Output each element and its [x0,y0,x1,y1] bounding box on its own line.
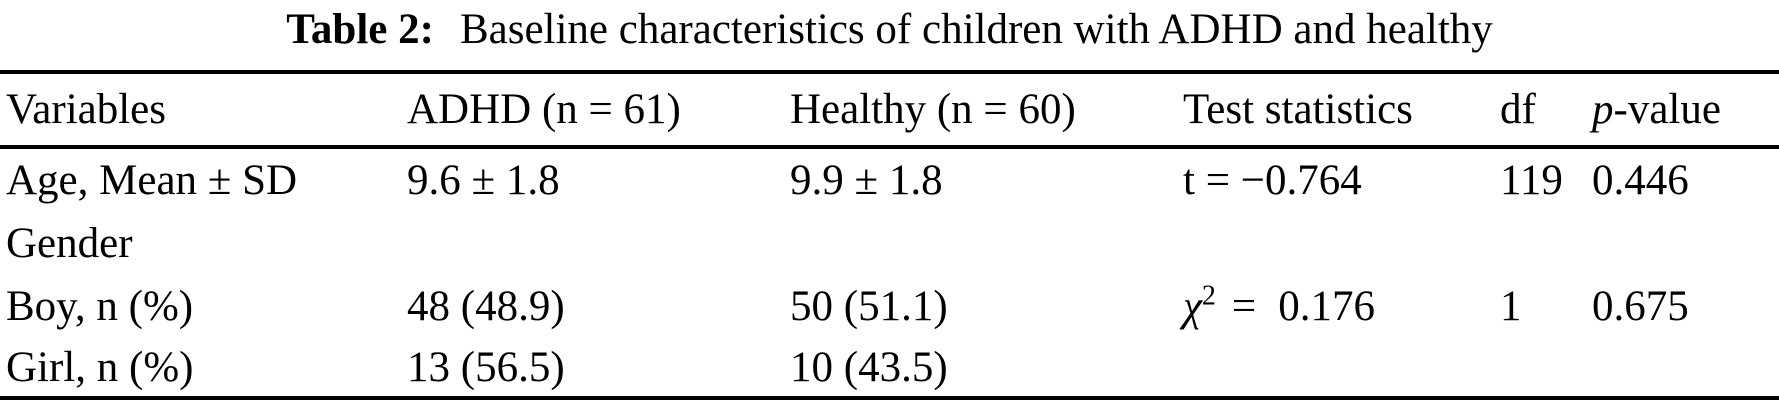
table-caption: Table 2: Baseline characteristics of chil… [0,8,1779,51]
cell-age-healthy: 9.9 ± 1.8 [790,157,943,204]
header-healthy: Healthy (n = 60) [790,86,1076,133]
table-row-boy: Boy, n (%) 48 (48.9) 50 (51.1) χ2 = 0.176 … [0,275,1779,338]
header-adhd: ADHD (n = 61) [407,86,681,133]
header-p-value-suffix: -value [1613,86,1721,133]
cell-boy-adhd: 48 (48.9) [407,283,565,330]
table-header-row: Variables ADHD (n = 61) Healthy (n = 60)… [0,74,1779,145]
cell-age-test: t = −0.764 [1183,157,1362,204]
table-row-age: Age, Mean ± SD 9.6 ± 1.8 9.9 ± 1.8 t = −… [0,149,1779,212]
header-p-value: p-value [1592,88,1779,131]
cell-age-p: 0.446 [1592,157,1689,204]
cell-gender-variable: Gender [6,220,133,267]
cell-boy-healthy: 50 (51.1) [790,283,948,330]
table-row-gender: Gender [0,212,1779,275]
header-df: df [1500,86,1536,133]
chi-symbol: χ [1183,283,1202,330]
cell-boy-p: 0.675 [1592,283,1689,330]
cell-boy-variable: Boy, n (%) [6,283,194,330]
chi-equals-sign: = [1231,283,1257,330]
table-top-rule [0,70,1779,74]
header-variables: Variables [6,86,166,133]
header-p-value-symbol: p [1592,86,1614,133]
cell-boy-df: 1 [1500,283,1522,330]
chi-value: 0.176 [1278,283,1375,330]
table-caption-text: Baseline characteristics of children wit… [459,6,1493,53]
table-bottom-rule [0,396,1779,400]
cell-age-df: 119 [1500,157,1563,204]
cell-girl-variable: Girl, n (%) [6,343,194,391]
header-test-statistics: Test statistics [1183,86,1413,133]
table-header-rule [0,145,1779,149]
cell-boy-test: χ2 = 0.176 [1183,282,1500,330]
cell-age-variable: Age, Mean ± SD [6,157,298,204]
cell-girl-healthy: 10 (43.5) [790,343,948,391]
chi-superscript: 2 [1201,280,1216,312]
table-row-girl: Girl, n (%) 13 (56.5) 10 (43.5) [0,338,1779,396]
cell-age-adhd: 9.6 ± 1.8 [407,157,560,204]
table-caption-label: Table 2: [286,6,434,53]
cell-girl-adhd: 13 (56.5) [407,343,565,391]
